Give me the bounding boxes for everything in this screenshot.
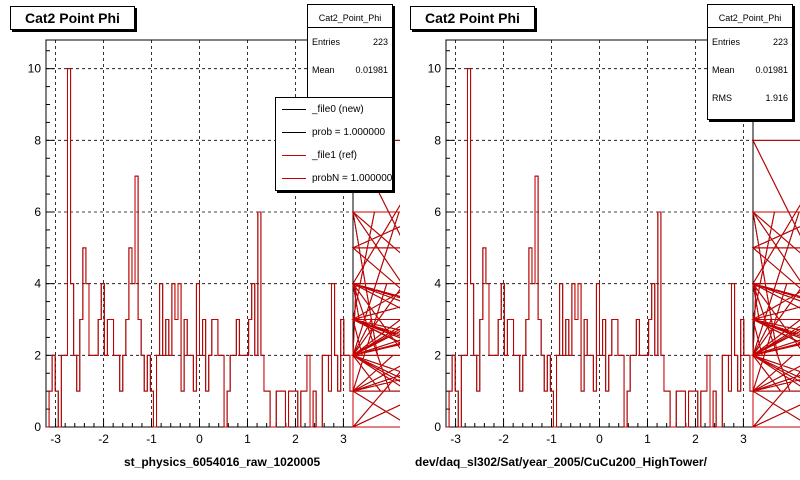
stats-box: Cat2_Point_Phi Entries 223 Mean 0.01981	[307, 4, 393, 98]
y-tick-label: 10	[428, 62, 442, 76]
x-tick-label: 0	[596, 432, 603, 446]
stats-value: 0.01981	[355, 65, 388, 75]
histogram-series-ref	[46, 68, 400, 428]
x-tick-label: 3	[340, 432, 347, 446]
panel-title: Cat2 Point Phi	[10, 6, 135, 30]
y-tick-label: 2	[34, 348, 41, 362]
y-tick-label: 10	[28, 62, 42, 76]
stats-box: Cat2_Point_Phi Entries 223 Mean 0.01981 …	[707, 4, 793, 120]
stats-label: Entries	[712, 37, 741, 47]
panel-title: Cat2 Point Phi	[410, 6, 535, 30]
histogram-chart-right: -3 -2 -1 0 1 2 3 0 2 4 6 8 10	[428, 39, 800, 446]
histogram-series-ref	[446, 68, 800, 428]
stats-label: Mean	[312, 65, 335, 75]
stats-value: 223	[372, 37, 388, 47]
y-tick-label: 8	[34, 133, 41, 147]
x-tick-label: -3	[450, 432, 461, 446]
y-tick-label: 4	[434, 277, 441, 291]
stats-row-rms: RMS 1.916	[708, 84, 792, 112]
stats-row-mean: Mean 0.01981	[708, 56, 792, 84]
x-tick-label: -3	[50, 432, 61, 446]
y-tick-label: 4	[34, 277, 41, 291]
legend-line	[282, 109, 306, 110]
legend-label: _file0 (new)	[312, 104, 364, 115]
legend-item-file0: _file0 (new)	[276, 98, 392, 121]
stats-title: Cat2_Point_Phi	[308, 5, 392, 28]
histogram-panel-left: -3 -2 -1 0 1 2 3 0 2 4 6 8 10 Cat2 Point Phi Cat2_Po…	[10, 4, 400, 469]
histogram-panel-right: -3 -2 -1 0 1 2 3 0 2 4 6 8 10 Cat2 Point Phi Cat2_Po…	[400, 0, 800, 480]
x-tick-label: -1	[146, 432, 157, 446]
stats-value: 1.916	[765, 93, 788, 103]
legend-line	[282, 132, 306, 133]
stats-value: 223	[772, 37, 788, 47]
stats-title: Cat2_Point_Phi	[708, 5, 792, 28]
stats-row-entries: Entries 223	[708, 28, 792, 56]
x-tick-label: 2	[692, 432, 699, 446]
stats-label: Mean	[712, 65, 735, 75]
stats-row-mean: Mean 0.01981	[308, 56, 392, 84]
x-tick-label: 0	[196, 432, 203, 446]
y-tick-label: 2	[434, 348, 441, 362]
y-tick-label: 0	[434, 420, 441, 434]
x-tick-label: 1	[244, 432, 251, 446]
y-tick-label: 0	[34, 420, 41, 434]
legend: _file0 (new) prob = 1.000000 _file1 (ref…	[275, 97, 393, 191]
x-tick-label: -2	[98, 432, 109, 446]
x-tick-label: -2	[498, 432, 509, 446]
x-tick-label: -1	[546, 432, 557, 446]
legend-item-probn: probN = 1.000000	[276, 167, 392, 190]
stats-label: RMS	[712, 93, 732, 103]
legend-line	[282, 178, 306, 179]
legend-label: probN = 1.000000	[312, 173, 393, 184]
y-tick-label: 8	[434, 133, 441, 147]
stats-label: Entries	[312, 37, 341, 47]
y-tick-label: 6	[34, 205, 41, 219]
x-tick-label: 2	[292, 432, 299, 446]
legend-item-file1: _file1 (ref)	[276, 144, 392, 167]
x-axis-label: dev/daq_sl302/Sat/year_2005/CuCu200_High…	[415, 455, 707, 469]
stats-value: 0.01981	[755, 65, 788, 75]
x-tick-label: 1	[644, 432, 651, 446]
legend-label: _file1 (ref)	[312, 150, 358, 161]
x-axis-label: st_physics_6054016_raw_1020005	[124, 455, 321, 469]
y-tick-label: 6	[434, 205, 441, 219]
legend-label: prob = 1.000000	[312, 127, 386, 138]
legend-item-prob: prob = 1.000000	[276, 121, 392, 144]
x-tick-label: 3	[740, 432, 747, 446]
legend-line	[282, 155, 306, 156]
stats-row-entries: Entries 223	[308, 28, 392, 56]
